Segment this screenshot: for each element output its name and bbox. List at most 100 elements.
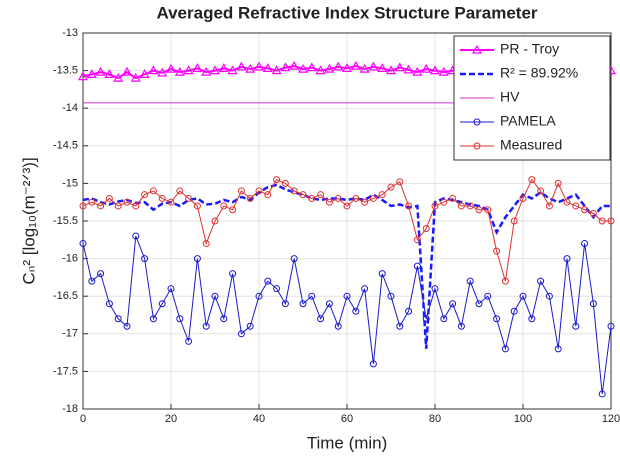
marker	[97, 270, 105, 278]
marker	[572, 322, 580, 330]
marker	[572, 202, 580, 210]
x-tick-label: 80	[429, 413, 441, 425]
legend-label: HV	[500, 89, 520, 105]
marker	[201, 66, 212, 76]
marker	[333, 61, 344, 71]
marker	[449, 300, 457, 308]
y-tick-label: -18	[62, 403, 78, 415]
marker	[104, 69, 115, 78]
marker	[457, 202, 465, 210]
marker	[343, 292, 351, 300]
legend-label: Measured	[500, 137, 562, 153]
marker	[271, 65, 282, 75]
marker	[475, 300, 483, 308]
marker	[484, 292, 492, 300]
marker	[88, 277, 96, 285]
marker	[202, 240, 210, 248]
marker	[537, 187, 545, 195]
x-tick-label: 40	[253, 413, 265, 425]
marker	[306, 62, 317, 72]
marker	[440, 198, 448, 206]
marker	[431, 202, 439, 210]
marker	[501, 345, 509, 353]
legend-label: PR - Troy	[500, 41, 559, 57]
marker	[394, 62, 405, 72]
marker	[412, 66, 423, 76]
y-tick-label: -14.5	[53, 140, 78, 152]
y-tick-label: -17.5	[53, 365, 78, 377]
marker	[405, 307, 413, 315]
marker	[598, 390, 606, 398]
marker	[86, 69, 97, 78]
marker	[457, 322, 465, 330]
marker	[361, 198, 369, 206]
marker	[334, 194, 342, 202]
marker	[193, 202, 201, 210]
marker	[438, 66, 449, 76]
marker	[114, 315, 122, 323]
marker	[149, 315, 157, 323]
marker	[246, 322, 254, 330]
marker	[105, 300, 113, 308]
marker	[545, 292, 553, 300]
marker	[554, 345, 562, 353]
y-tick-label: -13	[62, 27, 78, 39]
marker	[325, 198, 333, 206]
marker	[334, 322, 342, 330]
marker	[105, 194, 113, 202]
marker	[315, 65, 326, 75]
marker	[280, 62, 291, 72]
marker	[563, 255, 571, 263]
marker	[510, 307, 518, 315]
x-tick-label: 60	[341, 413, 353, 425]
marker	[317, 315, 325, 323]
marker	[343, 202, 351, 210]
marker	[183, 65, 194, 75]
y-tick-label: -17	[62, 328, 78, 340]
chart-title: Averaged Refractive Index Structure Para…	[156, 3, 537, 22]
marker	[537, 277, 545, 285]
marker	[501, 277, 509, 285]
x-tick-label: 100	[514, 413, 532, 425]
marker	[158, 300, 166, 308]
marker	[158, 194, 166, 202]
marker	[139, 69, 150, 78]
marker	[528, 176, 536, 184]
marker	[607, 217, 615, 225]
marker	[475, 206, 483, 214]
marker	[473, 118, 481, 126]
marker	[385, 65, 397, 75]
marker	[157, 67, 168, 77]
marker	[281, 300, 289, 308]
marker	[317, 191, 325, 199]
marker	[220, 315, 228, 323]
marker	[77, 71, 89, 81]
marker	[218, 63, 229, 72]
marker	[387, 183, 395, 191]
marker	[290, 255, 298, 263]
x-tick-label: 0	[80, 413, 86, 425]
marker	[449, 194, 457, 202]
marker	[79, 202, 87, 210]
marker	[167, 198, 175, 206]
marker	[341, 63, 353, 72]
marker	[403, 64, 414, 74]
marker	[227, 65, 238, 75]
marker	[281, 179, 289, 187]
marker	[132, 202, 140, 210]
marker	[352, 307, 360, 315]
marker	[484, 206, 492, 214]
marker	[528, 315, 536, 323]
marker	[176, 315, 184, 323]
marker	[237, 187, 245, 195]
legend-label: R² = 89.92%	[500, 65, 578, 81]
marker	[245, 63, 256, 73]
y-tick-label: -13.5	[53, 65, 78, 77]
marker	[193, 255, 201, 263]
series-line	[82, 178, 611, 282]
marker	[581, 206, 589, 214]
marker	[359, 63, 370, 73]
y-tick-label: -15.5	[53, 215, 78, 227]
marker	[97, 202, 105, 210]
marker	[289, 60, 300, 70]
